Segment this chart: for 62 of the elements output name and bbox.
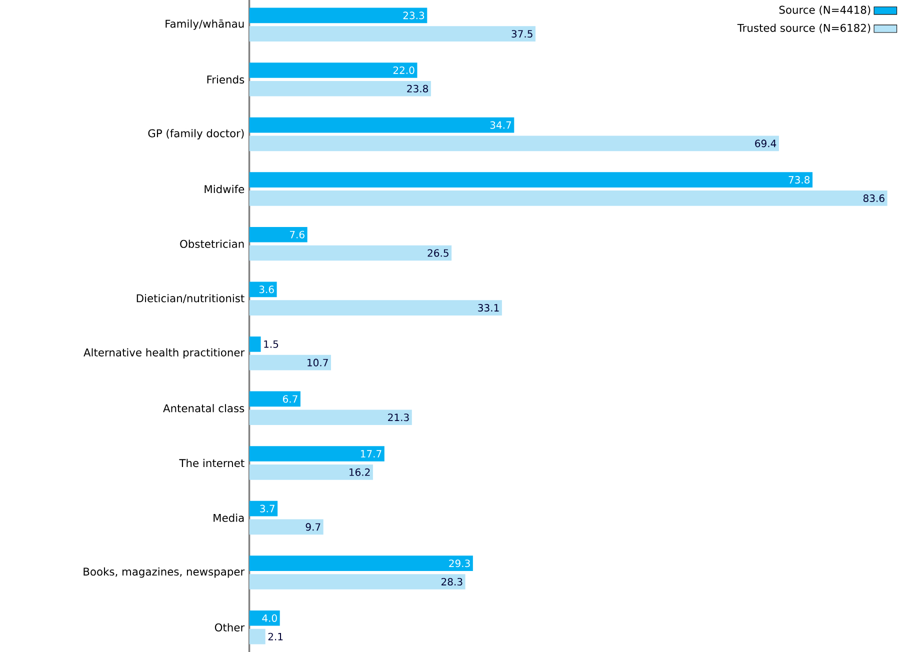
data-label: 3.6 [259, 286, 274, 294]
data-label: 23.8 [407, 84, 428, 92]
bar [249, 464, 373, 480]
bar [249, 136, 779, 152]
bar [249, 80, 431, 96]
bar [249, 117, 514, 133]
data-label: 29.3 [449, 560, 470, 568]
data-label: 73.8 [788, 176, 810, 184]
y-tick-label: Antenatal class [163, 404, 244, 412]
data-label: 37.5 [512, 30, 532, 38]
bar [249, 628, 266, 644]
y-tick-label: Dietician/nutritionist [136, 294, 244, 304]
bar [249, 226, 308, 242]
bar [249, 300, 502, 316]
y-tick-label: The internet [179, 458, 244, 468]
bar [249, 574, 466, 590]
y-tick-label: Books, magazines, newspaper [84, 567, 245, 578]
y-tick-label: Alternative health practitioner [84, 348, 245, 359]
y-tick-label: GP (family doctor) [148, 129, 244, 140]
data-label: 23.3 [403, 12, 424, 20]
bar [249, 62, 418, 78]
y-tick-label: Family/whānau [166, 20, 244, 30]
bar [249, 610, 280, 626]
bar [249, 336, 261, 352]
data-label: 83.6 [863, 194, 884, 202]
bar [249, 519, 324, 535]
data-label: 1.5 [264, 340, 278, 348]
bar [249, 245, 452, 261]
data-label: 22.0 [393, 66, 414, 74]
legend-label: Source (N=4418) [779, 6, 870, 16]
bar [249, 282, 277, 298]
data-label: 21.3 [388, 414, 409, 422]
data-label: 26.5 [428, 249, 448, 257]
bar [249, 410, 412, 426]
bar [249, 8, 428, 24]
bar [249, 190, 888, 206]
y-tick-label: Friends [207, 75, 244, 84]
data-label: 69.4 [755, 140, 776, 148]
data-label: 34.7 [490, 121, 512, 129]
y-tick-label: Obstetrician [180, 240, 244, 248]
data-label: 17.7 [360, 450, 382, 458]
data-label: 33.1 [478, 304, 499, 312]
data-label: 16.2 [350, 468, 370, 476]
bar [249, 354, 331, 370]
data-label: 6.7 [282, 395, 298, 403]
data-label: 10.7 [308, 358, 328, 366]
legend-label: Trusted source (N=6182) [737, 24, 870, 34]
data-label: 4.0 [262, 614, 277, 622]
bar [249, 26, 536, 42]
y-tick-label: Other [214, 623, 245, 632]
y-tick-label: Midwife [204, 184, 244, 194]
bar [249, 446, 384, 462]
bar [249, 172, 813, 188]
bar [249, 391, 300, 407]
data-label: 2.1 [268, 632, 283, 640]
y-tick-label: Media [214, 514, 244, 522]
data-label: 7.6 [290, 230, 304, 238]
bar [249, 556, 473, 572]
data-label: 9.7 [306, 523, 320, 531]
data-label: 28.3 [442, 578, 462, 586]
bar [249, 500, 278, 516]
data-label: 3.7 [260, 504, 274, 512]
